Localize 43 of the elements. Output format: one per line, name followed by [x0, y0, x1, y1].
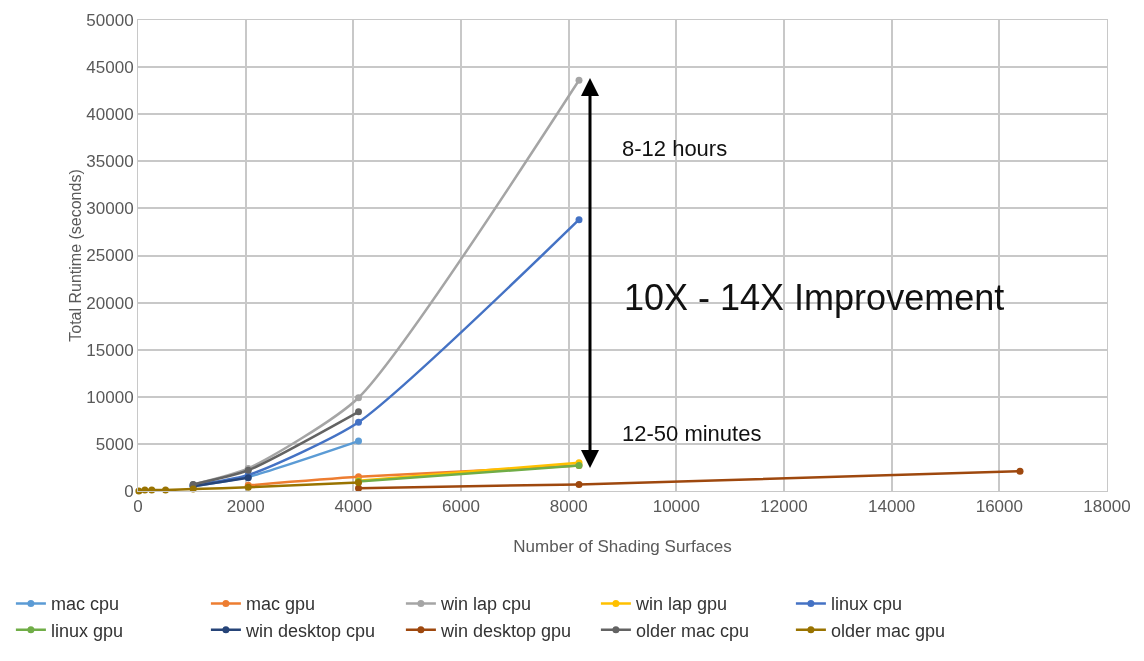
x-tick-label: 8000	[549, 497, 588, 517]
legend-label: win desktop gpu	[439, 620, 571, 641]
point	[575, 480, 583, 488]
x-tick-label: 4000	[334, 497, 373, 517]
legend-label: win lap cpu	[439, 594, 531, 615]
x-tick-label: 2000	[226, 497, 265, 517]
y-tick-label: 15000	[86, 340, 134, 360]
annotation: 8-12 hours	[622, 136, 728, 161]
legend-label: mac gpu	[245, 594, 315, 615]
point	[355, 437, 362, 445]
annotation: 12-50 minutes	[622, 421, 762, 446]
x-tick-label: 10000	[652, 497, 700, 517]
point	[575, 76, 583, 84]
y-tick-label: 45000	[86, 58, 134, 78]
x-tick-label: 6000	[442, 497, 480, 517]
y-tick-label: 5000	[95, 434, 134, 454]
x-tick-label: 12000	[760, 497, 808, 517]
legend-label: linux gpu	[50, 620, 123, 641]
y-tick-label: 50000	[86, 10, 134, 30]
x-tick-label: 14000	[868, 497, 916, 517]
x-axis-title: Number of Shading Surfaces	[513, 537, 732, 556]
y-axis-title: Total Runtime (seconds)	[67, 169, 85, 342]
annotation: 10X - 14X Improvement	[624, 277, 1005, 318]
y-tick-label: 40000	[86, 105, 134, 125]
point	[1016, 467, 1024, 475]
y-tick-label: 20000	[86, 293, 134, 313]
y-tick-label: 10000	[86, 387, 134, 407]
point	[355, 418, 362, 426]
legend-label: older mac gpu	[830, 620, 945, 641]
legend-label: win lap gpu	[634, 594, 727, 615]
legend-label: older mac cpu	[635, 620, 749, 641]
y-tick-label: 0	[124, 481, 134, 501]
legend-label: linux cpu	[830, 594, 902, 615]
legend-label: mac cpu	[50, 594, 119, 615]
point	[355, 408, 362, 416]
point	[355, 394, 362, 402]
x-tick-label: 16000	[975, 497, 1023, 517]
y-tick-label: 35000	[86, 152, 134, 172]
y-tick-label: 30000	[86, 199, 134, 219]
y-tick-label: 25000	[86, 246, 134, 266]
x-tick-label: 18000	[1083, 497, 1131, 517]
legend-label: win desktop cpu	[244, 620, 375, 641]
point	[575, 216, 583, 224]
